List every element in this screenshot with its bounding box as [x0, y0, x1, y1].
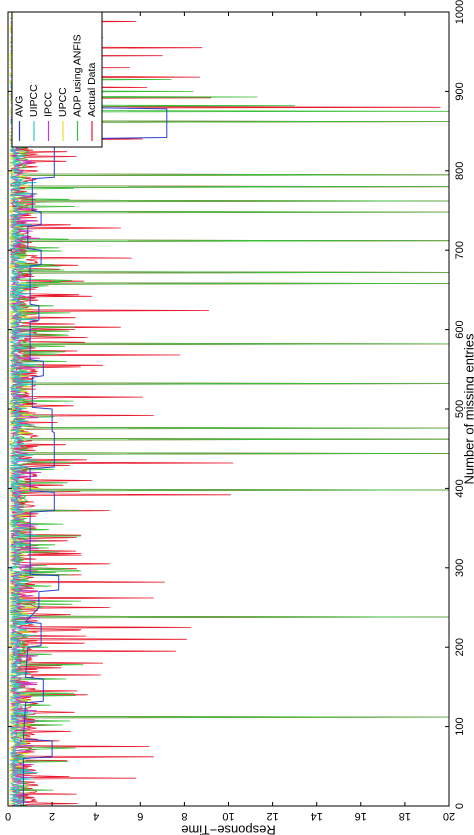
- y-tick-label: 18: [399, 810, 411, 822]
- legend-label: UIPCC: [28, 84, 40, 117]
- legend-label: Actual Data: [86, 63, 98, 117]
- y-tick-label: 10: [222, 810, 234, 822]
- y-axis-label: Response−Time: [181, 823, 276, 835]
- x-tick-label: 200: [454, 638, 466, 656]
- y-tick-label: 8: [181, 810, 187, 822]
- x-tick-label: 1000: [454, 0, 466, 24]
- x-tick-label: 700: [454, 241, 466, 259]
- x-tick-label: 300: [454, 559, 466, 577]
- y-tick-label: 4: [93, 810, 99, 822]
- x-tick-label: 0: [454, 803, 466, 809]
- y-tick-label: 16: [355, 810, 367, 822]
- x-axis-label: Number of missing entries: [461, 333, 474, 484]
- y-tick-label: 14: [311, 810, 323, 822]
- ticks-layer: 0 100 200 300 400 500 600 700 800 900 1000 0 2 4 6 8 10 1…: [5, 0, 466, 822]
- legend-label: UPCC: [57, 87, 69, 117]
- x-tick-label: 100: [454, 717, 466, 735]
- x-tick-label: 900: [454, 82, 466, 100]
- x-tick-label: 600: [454, 320, 466, 338]
- y-tick-label: 6: [137, 810, 143, 822]
- legend-box: [11, 11, 103, 148]
- legend-label: IPCC: [42, 91, 54, 117]
- y-tick-label: 12: [266, 810, 278, 822]
- legend-label: AVG: [13, 96, 25, 117]
- legend-label: ADP using ANFIS: [71, 34, 83, 117]
- y-tick-label: 20: [443, 810, 455, 822]
- x-tick-label: 400: [454, 479, 466, 497]
- x-tick-label: 500: [454, 400, 466, 418]
- series-line-avg: [22, 12, 168, 806]
- x-tick-label: 800: [454, 162, 466, 180]
- y-tick-label: 2: [49, 810, 55, 822]
- y-tick-label: 0: [5, 810, 11, 822]
